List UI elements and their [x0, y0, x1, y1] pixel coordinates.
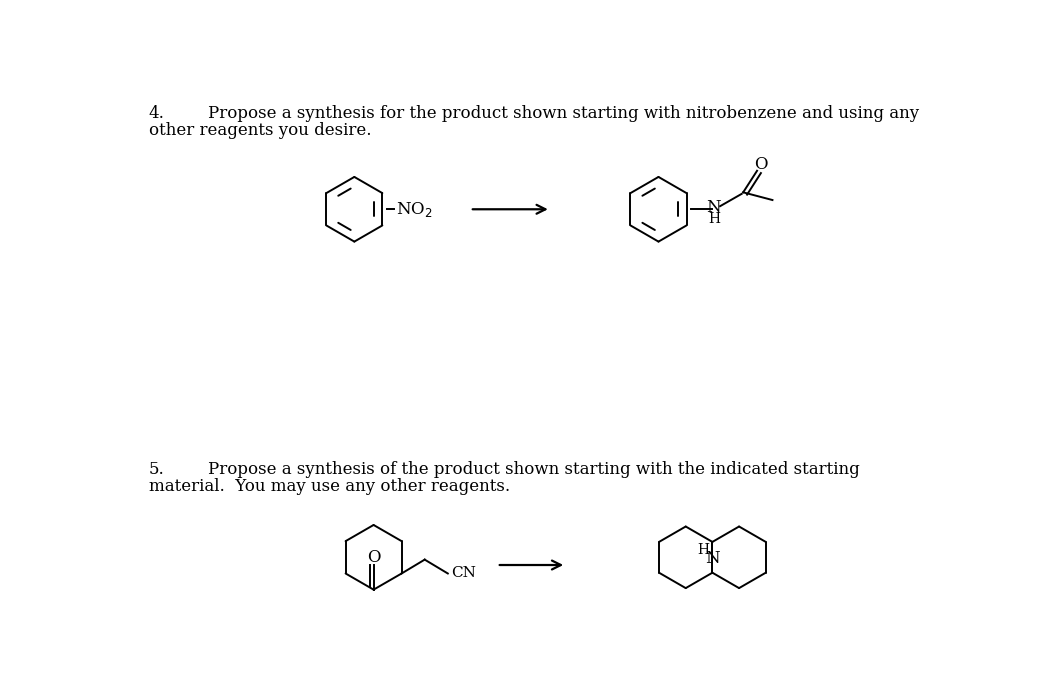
Text: N: N	[705, 550, 719, 567]
Text: H: H	[697, 542, 709, 556]
Text: N: N	[707, 199, 722, 216]
Text: material.  You may use any other reagents.: material. You may use any other reagents…	[149, 478, 510, 495]
Text: 4.: 4.	[149, 105, 165, 122]
Text: other reagents you desire.: other reagents you desire.	[149, 122, 371, 140]
Text: CN: CN	[451, 567, 476, 581]
Text: O: O	[367, 549, 380, 566]
Text: H: H	[708, 212, 719, 226]
Text: O: O	[754, 156, 768, 173]
Text: NO$_2$: NO$_2$	[396, 200, 433, 218]
Text: Propose a synthesis of the product shown starting with the indicated starting: Propose a synthesis of the product shown…	[208, 461, 860, 478]
Text: Propose a synthesis for the product shown starting with nitrobenzene and using a: Propose a synthesis for the product show…	[208, 105, 919, 122]
Text: 5.: 5.	[149, 461, 164, 478]
